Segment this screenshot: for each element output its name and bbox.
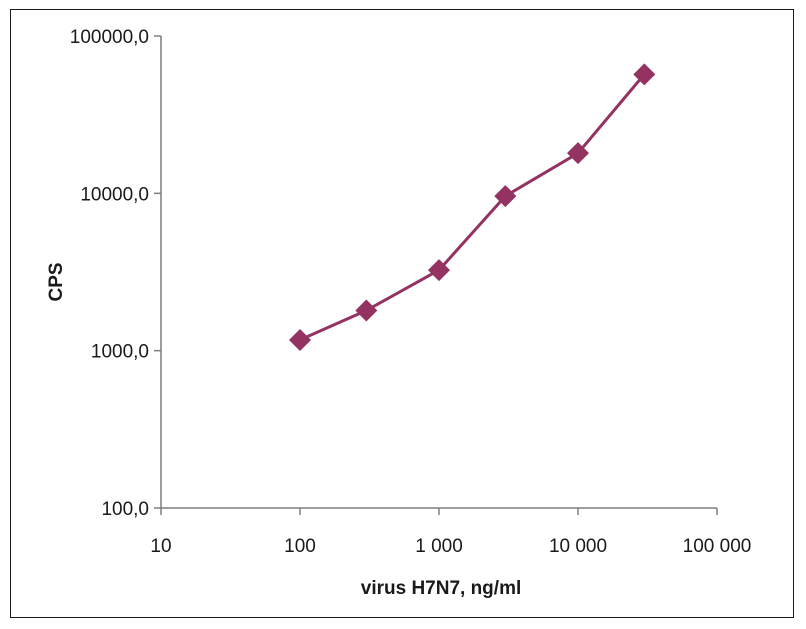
x-tick-label: 100 — [284, 536, 316, 557]
x-ticks: 10 100 1 000 10 000 100 000 — [150, 508, 751, 557]
series-line — [299, 73, 646, 342]
data-point-marker — [567, 142, 589, 165]
data-point-marker — [494, 185, 517, 208]
series-layer — [289, 63, 656, 351]
data-point-marker — [633, 63, 656, 86]
y-tick-label: 10000,0 — [80, 184, 149, 205]
x-tick-label: 1 000 — [415, 536, 463, 557]
data-point-marker — [428, 259, 450, 282]
data-point-marker — [355, 299, 378, 322]
y-tick-label: 100000,0 — [70, 27, 149, 48]
y-tick-label: 100,0 — [101, 499, 149, 520]
data-point-marker — [289, 328, 311, 351]
chart-frame — [10, 9, 794, 618]
y-axis-title: CPS — [46, 262, 67, 301]
x-tick-label: 10 000 — [549, 536, 607, 557]
x-axis-title: virus H7N7, ng/ml — [361, 578, 522, 599]
y-tick-label: 1000,0 — [91, 342, 149, 363]
x-tick-label: 100 000 — [683, 536, 752, 557]
y-ticks: 100,0 1000,0 10000,0 100000,0 — [70, 27, 161, 520]
x-tick-label: 10 — [150, 536, 171, 557]
